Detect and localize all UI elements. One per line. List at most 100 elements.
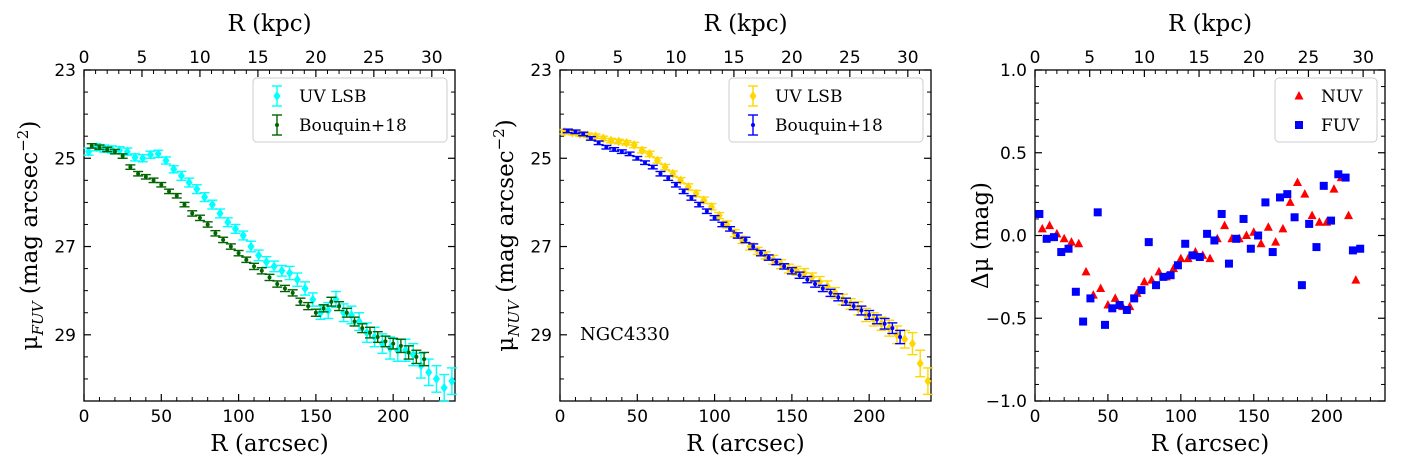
panel-nuv: 0 50 100 150 200 0 5 10 15 20 25 30 23 25 27 29 R (arcse… xyxy=(490,11,933,457)
data-point xyxy=(386,343,394,354)
data-point xyxy=(599,133,607,144)
data-point xyxy=(1220,220,1230,230)
data-point xyxy=(422,357,427,362)
y-label-sub: FUV xyxy=(29,299,47,336)
data-point xyxy=(1144,238,1153,247)
y-label-close: ) xyxy=(493,119,519,128)
data-point xyxy=(638,145,646,156)
data-point xyxy=(1195,253,1204,262)
y-label-unit: (mag arcsec xyxy=(17,152,43,302)
data-point xyxy=(201,192,209,203)
data-point xyxy=(247,241,255,252)
data-point xyxy=(301,283,309,294)
data-point xyxy=(174,193,179,198)
legend-label: UV LSB xyxy=(775,87,842,107)
y-tick-label: −1.0 xyxy=(986,392,1027,412)
data-point xyxy=(236,251,241,256)
data-point xyxy=(414,354,419,359)
x-tick-label: 150 xyxy=(300,407,332,427)
data-point xyxy=(216,208,224,219)
data-point xyxy=(681,189,686,194)
data-point xyxy=(635,156,640,161)
series-fuv xyxy=(1035,170,1365,329)
data-point xyxy=(1181,239,1190,248)
legend-label: Bouquin+18 xyxy=(299,116,407,136)
data-point xyxy=(391,341,396,346)
top-tick-label: 5 xyxy=(137,48,148,68)
data-point xyxy=(1064,244,1073,253)
data-point xyxy=(1283,190,1292,199)
x-axis-label: R (arcsec) xyxy=(210,431,328,457)
data-point xyxy=(1314,217,1324,226)
data-point xyxy=(1159,272,1168,281)
data-point xyxy=(131,152,139,163)
legend-box xyxy=(728,77,924,143)
data-point xyxy=(607,135,615,146)
x-tick-label: 0 xyxy=(1030,407,1041,427)
data-point xyxy=(1356,244,1365,253)
y-axis-label: μFUV (mag arcsec−2) xyxy=(14,121,47,351)
data-point xyxy=(1305,219,1314,228)
series-uv-lsb xyxy=(559,126,933,396)
data-point xyxy=(1254,231,1263,240)
top-tick-label: 20 xyxy=(781,48,803,68)
legend-marker xyxy=(1294,91,1304,100)
top-tick-label: 15 xyxy=(247,48,269,68)
x-tick-label: 100 xyxy=(222,407,254,427)
data-point xyxy=(112,149,117,154)
data-point xyxy=(565,128,570,133)
y-tick-label: 29 xyxy=(54,326,76,346)
x-tick-label: 50 xyxy=(150,407,172,427)
data-point xyxy=(344,310,349,315)
top-tick-label: 30 xyxy=(1352,48,1374,68)
top-tick-label: 15 xyxy=(723,48,745,68)
data-point xyxy=(231,223,239,234)
data-point xyxy=(908,338,916,349)
legend-box xyxy=(252,77,448,143)
data-point xyxy=(1278,223,1288,233)
data-point xyxy=(1152,281,1161,290)
data-point xyxy=(712,215,717,220)
data-point xyxy=(1203,229,1212,238)
annotation-galaxy-name: NGC4330 xyxy=(580,324,670,345)
data-point xyxy=(185,177,193,188)
data-point xyxy=(673,182,678,187)
data-point xyxy=(851,304,856,309)
data-point xyxy=(596,140,601,145)
data-point xyxy=(306,304,311,309)
data-point xyxy=(1327,216,1336,225)
y-label-symbol: μ xyxy=(493,337,519,352)
legend-marker xyxy=(751,123,755,127)
data-point xyxy=(244,257,249,262)
data-point xyxy=(643,160,648,165)
data-point xyxy=(1232,234,1241,243)
x-tick-label: 150 xyxy=(776,407,808,427)
data-point xyxy=(774,259,779,264)
y-tick-label: 23 xyxy=(530,61,552,81)
x-tick-label: 200 xyxy=(377,407,409,427)
y-tick-label: 25 xyxy=(54,149,76,169)
data-point xyxy=(619,149,624,154)
data-point xyxy=(588,136,593,141)
data-point xyxy=(406,350,411,355)
y-tick-label: 29 xyxy=(530,326,552,346)
data-point xyxy=(1307,210,1317,220)
data-point xyxy=(1096,283,1106,292)
data-point xyxy=(1079,317,1088,326)
x-tick-label: 100 xyxy=(698,407,730,427)
data-point xyxy=(661,162,669,173)
data-point xyxy=(813,282,818,287)
y-axis-label: Δμ (mag) xyxy=(968,182,994,289)
data-point xyxy=(317,307,325,318)
data-point xyxy=(298,299,303,304)
data-point xyxy=(337,304,342,309)
data-point xyxy=(1246,244,1255,253)
data-point xyxy=(1341,173,1350,182)
panel-delta-mu: 0 50 100 150 200 0 5 10 15 20 25 30 −1.0 −0.5 0.0 0.5 1.… xyxy=(968,11,1386,457)
data-point xyxy=(573,129,578,134)
data-point xyxy=(1290,213,1299,222)
y-axis-label: μNUV (mag arcsec−2) xyxy=(490,119,523,351)
data-point xyxy=(440,382,448,393)
data-point xyxy=(270,261,278,272)
data-point xyxy=(193,184,201,195)
